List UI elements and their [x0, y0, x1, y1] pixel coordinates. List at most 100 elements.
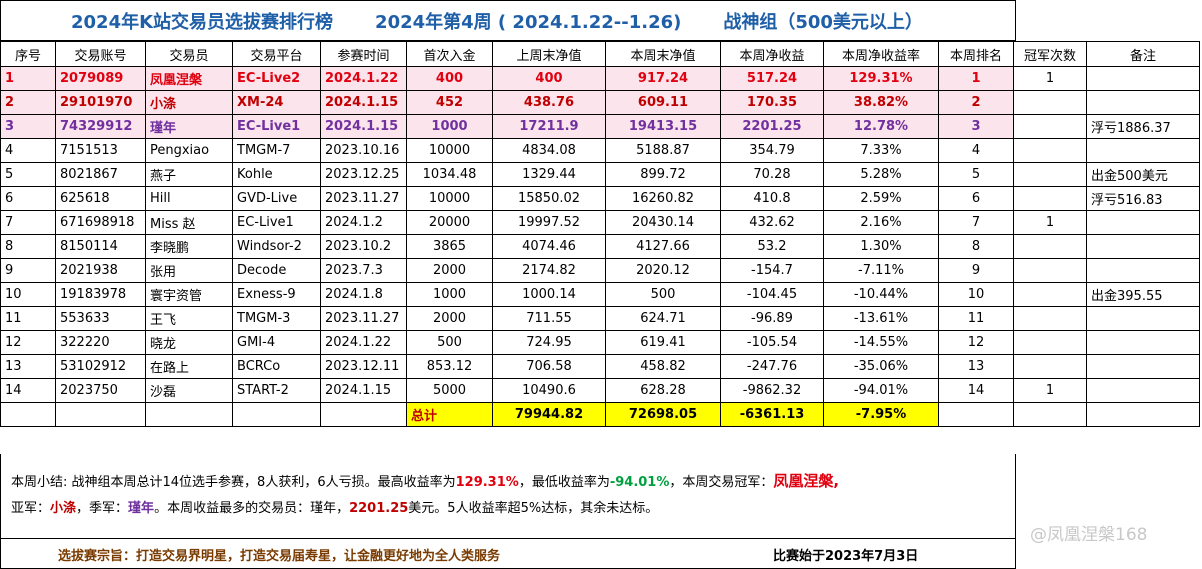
cell-trader: 李晓鹏: [145, 234, 233, 259]
cell-date: 2023.11.27: [320, 306, 407, 331]
empty-cell: [232, 402, 321, 427]
empty-cell: [1086, 402, 1200, 427]
weekly-summary: 本周小结: 战神组本周总计14位选手参赛，8人获利，6人亏损。最高收益率为129…: [0, 454, 1016, 539]
cell-profit: 2201.25: [720, 114, 824, 139]
cell-no: 12: [0, 330, 56, 355]
cell-trader: Miss 赵: [145, 210, 233, 235]
cell-note: [1086, 234, 1200, 259]
cell-platform: GVD-Live: [232, 186, 321, 211]
cell-this: 609.11: [605, 90, 721, 115]
cell-platform: EC-Live1: [232, 210, 321, 235]
column-header: 本周末净值: [605, 41, 721, 67]
cell-rank: 12: [938, 330, 1014, 355]
cell-this: 4127.66: [605, 234, 721, 259]
cell-note: [1086, 330, 1200, 355]
cell-platform: Exness-9: [232, 282, 321, 307]
cell-trader: 寰宇资管: [145, 282, 233, 307]
cell-deposit: 1034.48: [406, 162, 493, 187]
cell-trader: 小涤: [145, 90, 233, 115]
min-rate: -94.01%: [609, 475, 670, 490]
cell-champ: 1: [1013, 66, 1087, 91]
cell-this: 20430.14: [605, 210, 721, 235]
cell-date: 2024.1.2: [320, 210, 407, 235]
cell-this: 917.24: [605, 66, 721, 91]
cell-this: 5188.87: [605, 138, 721, 163]
start-date: 比赛始于2023年7月3日: [773, 549, 919, 564]
cell-date: 2024.1.15: [320, 378, 407, 403]
cell-no: 10: [0, 282, 56, 307]
cell-date: 2024.1.8: [320, 282, 407, 307]
table-row: 8 8150114 李晓鹏 Windsor-2 2023.10.2 3865 4074.46…: [0, 234, 1200, 259]
cell-no: 13: [0, 354, 56, 379]
page-title: 2024年K站交易员选拔赛排行榜: [71, 11, 334, 33]
cell-rank: 3: [938, 114, 1014, 139]
table-row: 13 53102912 在路上 BCRCo 2023.12.11 853.12 706.58…: [0, 354, 1200, 379]
cell-no: 7: [0, 210, 56, 235]
table-row: 3 74329912 瑾年 EC-Live1 2024.1.15 1000 17211.9 1…: [0, 114, 1200, 139]
total-profit: -6361.13: [720, 402, 824, 427]
watermark: @凤凰涅槃168: [1030, 525, 1148, 545]
motto: 选拔赛宗旨：打造交易界明星，打造交易届寿星，让金融更好地为全人类服务: [58, 549, 501, 564]
header-row: 序号 交易账号 交易员 交易平台 参赛时间 首次入金 上周末净值 本周末净值 本周净收益 本周净收…: [0, 41, 1200, 67]
cell-no: 2: [0, 90, 56, 115]
column-header: 备注: [1086, 41, 1200, 67]
cell-trader: 燕子: [145, 162, 233, 187]
cell-no: 14: [0, 378, 56, 403]
cell-account: 2023750: [55, 378, 146, 403]
cell-note: [1086, 258, 1200, 283]
cell-last: 724.95: [492, 330, 606, 355]
column-header: 交易平台: [232, 41, 321, 67]
cell-rate: -7.11%: [823, 258, 939, 283]
cell-account: 553633: [55, 306, 146, 331]
column-header: 冠军次数: [1013, 41, 1087, 67]
cell-deposit: 5000: [406, 378, 493, 403]
cell-last: 438.76: [492, 90, 606, 115]
cell-rank: 13: [938, 354, 1014, 379]
cell-trader: Pengxiao: [145, 138, 233, 163]
cell-account: 53102912: [55, 354, 146, 379]
cell-date: 2023.7.3: [320, 258, 407, 283]
cell-rate: 38.82%: [823, 90, 939, 115]
runner-up-name: 小涤: [50, 501, 77, 516]
empty-cell: [1013, 402, 1087, 427]
cell-note: 浮亏1886.37: [1086, 114, 1200, 139]
table-row: 6 625618 Hill GVD-Live 2023.11.27 10000 15850.…: [0, 186, 1200, 211]
table-row: 5 8021867 燕子 Kohle 2023.12.25 1034.48 1329.44 8…: [0, 162, 1200, 187]
cell-trader: 在路上: [145, 354, 233, 379]
cell-profit: -104.45: [720, 282, 824, 307]
cell-rate: 129.31%: [823, 66, 939, 91]
total-last: 79944.82: [492, 402, 606, 427]
total-rate: -7.95%: [823, 402, 939, 427]
cell-note: [1086, 210, 1200, 235]
cell-deposit: 1000: [406, 282, 493, 307]
cell-deposit: 3865: [406, 234, 493, 259]
champion-name: 凤凰涅槃,: [773, 472, 840, 490]
cell-rank: 11: [938, 306, 1014, 331]
table-row: 7 671698918 Miss 赵 EC-Live1 2024.1.2 20000 199…: [0, 210, 1200, 235]
cell-rank: 2: [938, 90, 1014, 115]
cell-this: 458.82: [605, 354, 721, 379]
cell-no: 11: [0, 306, 56, 331]
cell-platform: EC-Live1: [232, 114, 321, 139]
cell-rank: 14: [938, 378, 1014, 403]
table-row: 2 29101970 小涤 XM-24 2024.1.15 452 438.76 609.11…: [0, 90, 1200, 115]
cell-rate: -10.44%: [823, 282, 939, 307]
cell-deposit: 853.12: [406, 354, 493, 379]
table-row: 12 322220 晓龙 GMI-4 2024.1.22 500 724.95 619.41-…: [0, 330, 1200, 355]
cell-platform: TMGM-3: [232, 306, 321, 331]
cell-date: 2024.1.15: [320, 90, 407, 115]
cell-trader: 沙磊: [145, 378, 233, 403]
cell-rate: 12.78%: [823, 114, 939, 139]
cell-deposit: 20000: [406, 210, 493, 235]
column-header: 上周末净值: [492, 41, 606, 67]
cell-profit: -247.76: [720, 354, 824, 379]
cell-champ: [1013, 186, 1087, 211]
cell-deposit: 400: [406, 66, 493, 91]
cell-this: 624.71: [605, 306, 721, 331]
cell-rate: -35.06%: [823, 354, 939, 379]
table-row: 9 2021938 张用 Decode 2023.7.3 2000 2174.82 2020.…: [0, 258, 1200, 283]
cell-last: 2174.82: [492, 258, 606, 283]
cell-no: 6: [0, 186, 56, 211]
cell-this: 500: [605, 282, 721, 307]
cell-last: 17211.9: [492, 114, 606, 139]
